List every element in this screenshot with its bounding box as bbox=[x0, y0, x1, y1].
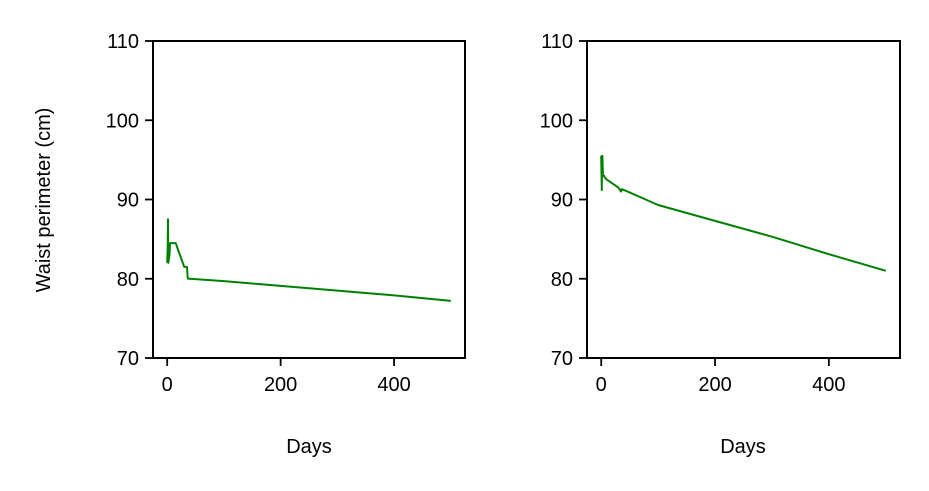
y-tick-label: 70 bbox=[551, 348, 573, 370]
y-tick-label: 80 bbox=[551, 269, 573, 291]
y-tick-label: 80 bbox=[117, 269, 139, 291]
y-tick-label: 90 bbox=[117, 190, 139, 212]
waist-series-line bbox=[600, 154, 887, 272]
right-subplot: Days 0 200 400 70 80 90 100 110 bbox=[540, 31, 901, 458]
y-tick-label: 100 bbox=[540, 110, 573, 132]
x-tick-label: 200 bbox=[264, 374, 297, 396]
left-subplot: Waist perimeter (cm) Days 0 200 400 70 80 90 1… bbox=[33, 31, 466, 458]
x-tick-label: 0 bbox=[596, 374, 607, 396]
x-axis-title: Days bbox=[720, 436, 766, 458]
x-tick-label: 400 bbox=[812, 374, 845, 396]
x-axis-title: Days bbox=[286, 436, 332, 458]
x-tick-label: 400 bbox=[377, 374, 410, 396]
y-tick-label: 100 bbox=[106, 110, 139, 132]
y-tick-label: 70 bbox=[117, 348, 139, 370]
y-tick-label: 110 bbox=[107, 31, 139, 53]
x-tick-label: 0 bbox=[162, 374, 173, 396]
y-tick-label: 90 bbox=[551, 190, 573, 212]
y-tick-label: 110 bbox=[541, 31, 573, 53]
x-tick-label: 200 bbox=[698, 374, 731, 396]
waist-series-line bbox=[166, 218, 451, 302]
y-axis-title: Waist perimeter (cm) bbox=[33, 108, 55, 293]
